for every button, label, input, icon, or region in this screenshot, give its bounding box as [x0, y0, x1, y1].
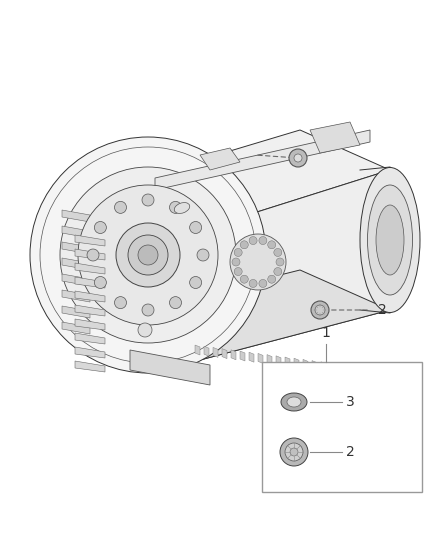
Polygon shape — [75, 305, 105, 316]
Circle shape — [190, 222, 201, 233]
Polygon shape — [240, 351, 245, 361]
Polygon shape — [200, 148, 240, 170]
Circle shape — [289, 149, 307, 167]
Circle shape — [30, 137, 266, 373]
Circle shape — [170, 297, 181, 309]
Polygon shape — [348, 366, 353, 375]
Polygon shape — [339, 364, 344, 374]
Ellipse shape — [281, 393, 307, 411]
Circle shape — [114, 201, 127, 213]
Ellipse shape — [287, 397, 301, 407]
Polygon shape — [62, 226, 90, 238]
Polygon shape — [75, 319, 105, 330]
Ellipse shape — [360, 167, 420, 312]
Polygon shape — [62, 306, 90, 318]
Circle shape — [276, 258, 284, 266]
Polygon shape — [330, 363, 335, 373]
Polygon shape — [195, 345, 200, 355]
Circle shape — [285, 443, 303, 461]
Polygon shape — [62, 274, 90, 286]
Circle shape — [249, 237, 257, 245]
Circle shape — [114, 297, 127, 309]
Polygon shape — [267, 354, 272, 365]
Circle shape — [232, 258, 240, 266]
Circle shape — [234, 248, 242, 256]
Polygon shape — [357, 367, 362, 377]
Text: 2: 2 — [378, 303, 387, 317]
Polygon shape — [204, 346, 209, 356]
Polygon shape — [75, 333, 105, 344]
Polygon shape — [231, 350, 236, 360]
Circle shape — [294, 154, 302, 162]
Text: 3: 3 — [225, 148, 234, 162]
Polygon shape — [130, 350, 210, 385]
Circle shape — [142, 304, 154, 316]
Circle shape — [170, 201, 181, 213]
Circle shape — [94, 222, 106, 233]
Polygon shape — [100, 190, 200, 360]
Polygon shape — [310, 122, 360, 153]
Polygon shape — [285, 357, 290, 367]
Polygon shape — [200, 170, 390, 360]
Circle shape — [240, 275, 248, 283]
Polygon shape — [312, 361, 317, 370]
Ellipse shape — [367, 185, 413, 295]
Polygon shape — [100, 270, 390, 360]
Polygon shape — [155, 130, 370, 190]
Polygon shape — [75, 249, 105, 260]
Circle shape — [78, 185, 218, 325]
Circle shape — [268, 241, 276, 249]
Circle shape — [290, 448, 298, 456]
Polygon shape — [75, 277, 105, 288]
Circle shape — [259, 279, 267, 287]
Circle shape — [197, 249, 209, 261]
Text: 1: 1 — [321, 326, 330, 340]
Polygon shape — [249, 352, 254, 362]
Circle shape — [240, 241, 248, 249]
Polygon shape — [75, 361, 105, 372]
Polygon shape — [366, 368, 371, 378]
Circle shape — [87, 249, 99, 261]
Polygon shape — [303, 359, 308, 369]
Bar — [262, 362, 422, 492]
Polygon shape — [258, 353, 263, 364]
Circle shape — [280, 438, 308, 466]
Circle shape — [116, 223, 180, 287]
Polygon shape — [321, 362, 326, 372]
Polygon shape — [100, 130, 390, 230]
Polygon shape — [62, 210, 90, 222]
Polygon shape — [276, 356, 281, 366]
Circle shape — [311, 301, 329, 319]
Polygon shape — [75, 347, 105, 358]
Circle shape — [94, 277, 106, 288]
Circle shape — [315, 305, 325, 315]
Polygon shape — [62, 322, 90, 334]
Polygon shape — [75, 291, 105, 302]
Polygon shape — [62, 290, 90, 302]
Circle shape — [259, 237, 267, 245]
Polygon shape — [213, 348, 218, 358]
Text: 3: 3 — [346, 395, 355, 409]
Circle shape — [274, 268, 282, 276]
Polygon shape — [294, 358, 299, 368]
Circle shape — [190, 277, 201, 288]
Circle shape — [268, 275, 276, 283]
Circle shape — [60, 167, 236, 343]
Circle shape — [142, 194, 154, 206]
Circle shape — [138, 245, 158, 265]
Polygon shape — [222, 349, 227, 359]
Polygon shape — [75, 235, 105, 246]
Ellipse shape — [376, 205, 404, 275]
Circle shape — [234, 268, 242, 276]
Circle shape — [128, 235, 168, 275]
Polygon shape — [75, 263, 105, 274]
Text: 2: 2 — [346, 445, 355, 459]
Polygon shape — [62, 242, 90, 254]
Ellipse shape — [174, 203, 190, 213]
Circle shape — [138, 323, 152, 337]
Circle shape — [230, 234, 286, 290]
Circle shape — [274, 248, 282, 256]
Circle shape — [249, 279, 257, 287]
Polygon shape — [62, 258, 90, 270]
